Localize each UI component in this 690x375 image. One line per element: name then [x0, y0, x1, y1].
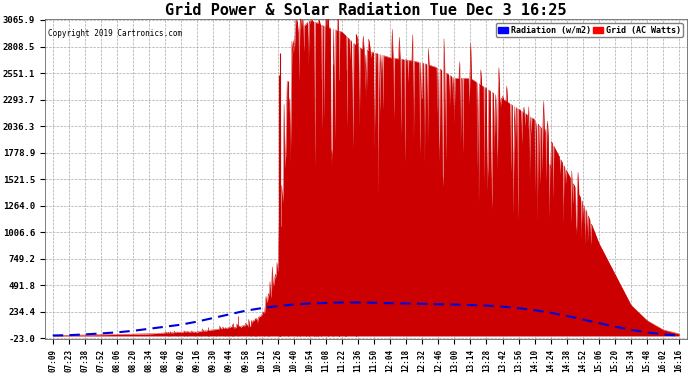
Text: Copyright 2019 Cartronics.com: Copyright 2019 Cartronics.com [48, 28, 182, 38]
Title: Grid Power & Solar Radiation Tue Dec 3 16:25: Grid Power & Solar Radiation Tue Dec 3 1… [165, 3, 566, 18]
Legend: Radiation (w/m2), Grid (AC Watts): Radiation (w/m2), Grid (AC Watts) [495, 23, 683, 37]
